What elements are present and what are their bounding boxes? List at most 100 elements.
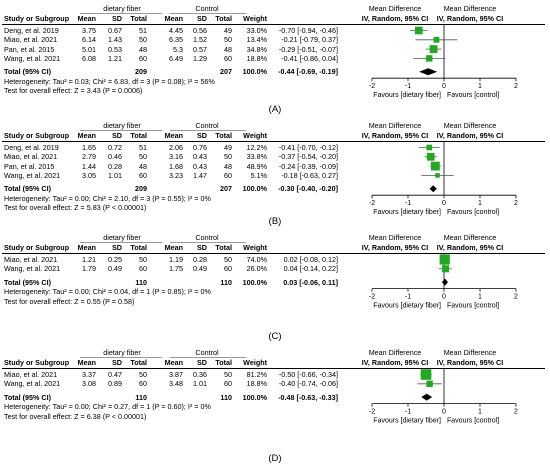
exp-total: 60 bbox=[139, 170, 147, 180]
x-tick-label: 2 bbox=[514, 83, 518, 90]
total-ci: 0.03 [-0.06, 0.11] bbox=[283, 277, 338, 287]
exp-total: 50 bbox=[139, 370, 147, 379]
x-tick-label: 0 bbox=[442, 294, 446, 301]
exp-sd: 0.89 bbox=[108, 379, 122, 389]
col-md-plot-sub: IV, Random, 95% CI bbox=[436, 243, 504, 252]
exp-sd: 0.28 bbox=[108, 161, 122, 171]
forest-panel: dietary fiber Control Mean Difference Mean … bbox=[0, 0, 550, 117]
pooled-effect-diamond bbox=[421, 393, 433, 401]
col-mean: Mean bbox=[164, 14, 183, 23]
study-name: Miao, et al. 2021 bbox=[4, 370, 58, 379]
overall-effect-text: Test for overall effect: Z = 3.43 (P = 0… bbox=[4, 86, 143, 96]
exp-mean: 1.79 bbox=[82, 264, 96, 274]
favours-left: Favours [dietary fiber] bbox=[373, 303, 441, 310]
md-header: Mean Difference bbox=[368, 121, 422, 130]
ctl-sd: 0.76 bbox=[193, 143, 207, 152]
study-effect-square bbox=[433, 36, 440, 43]
exp-total: 48 bbox=[139, 44, 147, 54]
col-study: Study or Subgroup bbox=[4, 358, 70, 367]
study-effect-square bbox=[435, 173, 440, 178]
col-mean: Mean bbox=[77, 14, 96, 23]
overall-effect-text: Test for overall effect: Z = 0.55 (P = 0… bbox=[4, 296, 135, 306]
heterogeneity-text: Heterogeneity: Tau² = 0.03; Chi² = 6.83,… bbox=[4, 76, 215, 86]
group-header-experimental: dietary fiber bbox=[103, 121, 141, 130]
ctl-total: 50 bbox=[224, 152, 232, 162]
panel-label: (B) bbox=[268, 216, 282, 227]
study-name: Miao, et al. 2021 bbox=[4, 152, 58, 162]
ctl-mean: 1.75 bbox=[169, 264, 183, 274]
header-rule bbox=[2, 141, 545, 142]
group-underline bbox=[80, 357, 162, 358]
col-md-plot-sub: IV, Random, 95% CI bbox=[436, 358, 504, 367]
header-rule bbox=[2, 253, 545, 254]
col-mean: Mean bbox=[164, 358, 183, 367]
col-md-plot-sub: IV, Random, 95% CI bbox=[436, 14, 504, 23]
total-weight: 100.0% bbox=[242, 277, 267, 287]
group-underline bbox=[80, 13, 162, 14]
x-tick-label: 2 bbox=[514, 200, 518, 207]
exp-mean: 1.44 bbox=[82, 161, 96, 171]
forest-panel: dietary fiber Control Mean Difference Mean … bbox=[0, 229, 550, 344]
x-tick-label: -2 bbox=[369, 294, 375, 301]
ctl-sd: 0.49 bbox=[193, 264, 207, 274]
forest-panel: dietary fiber Control Mean Difference Mean … bbox=[0, 117, 550, 229]
ctl-sd: 0.28 bbox=[193, 255, 207, 264]
panel-label: (A) bbox=[268, 104, 282, 115]
exp-sd: 0.53 bbox=[108, 44, 122, 54]
ctl-total: 50 bbox=[224, 370, 232, 379]
exp-total-n: 110 bbox=[135, 277, 147, 287]
col-total: Total bbox=[130, 14, 147, 23]
x-tick-label: -1 bbox=[405, 294, 411, 301]
study-effect-square bbox=[426, 152, 435, 161]
col-md-sub: IV, Random, 95% CI bbox=[361, 358, 429, 367]
study-ci: -0.41 [-0.86, 0.04] bbox=[281, 53, 338, 63]
total-weight: 100.0% bbox=[242, 392, 267, 402]
total-weight: 100.0% bbox=[242, 67, 267, 77]
exp-total: 60 bbox=[139, 264, 147, 274]
total-label: Total (95% CI) bbox=[4, 184, 51, 194]
col-mean: Mean bbox=[77, 243, 96, 252]
exp-total-n: 209 bbox=[135, 67, 147, 77]
study-ci: -0.37 [-0.54, -0.20] bbox=[278, 152, 338, 162]
ctl-total: 50 bbox=[224, 35, 232, 45]
col-weight: Weight bbox=[243, 131, 267, 140]
heterogeneity-text: Heterogeneity: Tau² = 0.00; Chi² = 0.27,… bbox=[4, 402, 211, 412]
col-total: Total bbox=[215, 14, 232, 23]
group-underline bbox=[80, 130, 162, 131]
exp-total: 51 bbox=[139, 143, 147, 152]
x-tick-label: 0 bbox=[442, 409, 446, 416]
ctl-total: 60 bbox=[224, 53, 232, 63]
col-weight: Weight bbox=[243, 358, 267, 367]
ctl-sd: 0.57 bbox=[193, 44, 207, 54]
ctl-sd: 1.47 bbox=[193, 170, 207, 180]
ctl-mean: 3.87 bbox=[169, 370, 183, 379]
study-weight: 48.9% bbox=[246, 161, 267, 171]
col-study: Study or Subgroup bbox=[4, 131, 70, 140]
md-header: Mean Difference bbox=[368, 348, 422, 357]
x-tick-label: 1 bbox=[478, 294, 482, 301]
md-plot-header: Mean Difference bbox=[443, 4, 497, 13]
study-weight: 18.8% bbox=[246, 53, 267, 63]
group-header-experimental: dietary fiber bbox=[103, 233, 141, 242]
exp-mean: 3.75 bbox=[82, 26, 96, 35]
group-header-control: Control bbox=[195, 348, 219, 357]
exp-total: 50 bbox=[139, 35, 147, 45]
exp-mean: 2.79 bbox=[82, 152, 96, 162]
ctl-sd: 0.56 bbox=[193, 26, 207, 35]
study-weight: 13.4% bbox=[246, 35, 267, 45]
exp-total: 60 bbox=[139, 53, 147, 63]
study-ci: -0.40 [-0.74, -0.06] bbox=[278, 379, 338, 389]
col-mean: Mean bbox=[164, 131, 183, 140]
md-plot-header: Mean Difference bbox=[443, 233, 497, 242]
exp-sd: 0.67 bbox=[108, 26, 122, 35]
forest-plot: -2 -1 0 1 2 Favours [dietary fiber] Favours [c… bbox=[369, 142, 518, 216]
ctl-sd: 1.52 bbox=[193, 35, 207, 45]
ctl-total-n: 110 bbox=[220, 277, 232, 287]
group-underline bbox=[170, 130, 246, 131]
total-ci: -0.48 [-0.63, -0.33] bbox=[278, 392, 338, 402]
study-weight: 81.2% bbox=[246, 370, 267, 379]
header-rule bbox=[2, 24, 545, 25]
study-weight: 33.8% bbox=[246, 152, 267, 162]
ctl-total: 60 bbox=[224, 379, 232, 389]
exp-mean: 3.37 bbox=[82, 370, 96, 379]
